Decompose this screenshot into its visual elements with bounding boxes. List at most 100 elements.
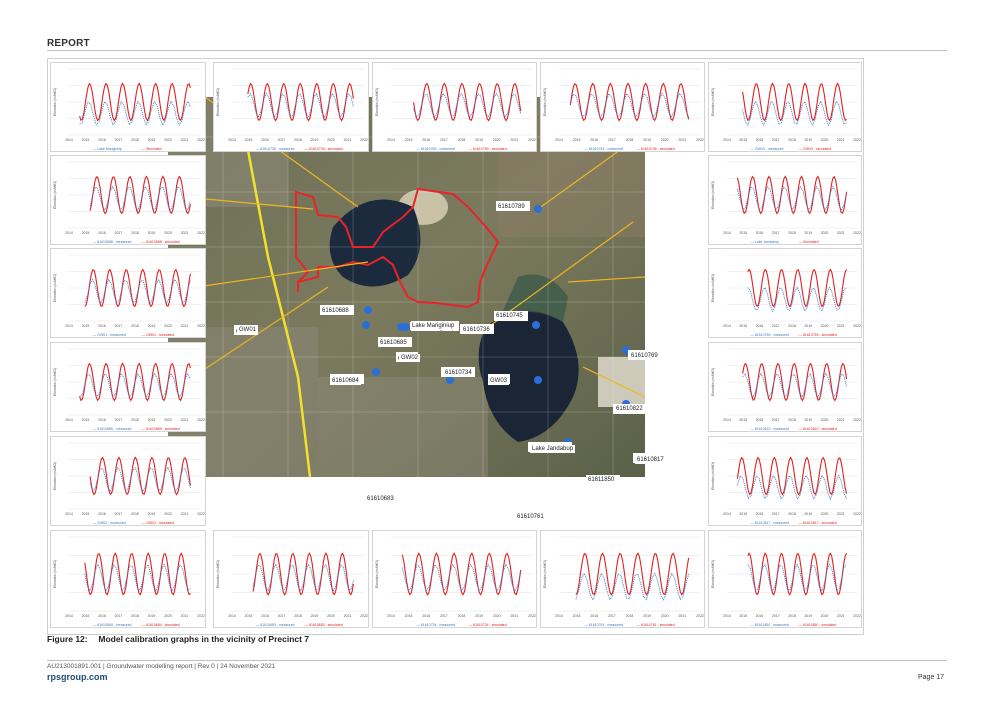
x-tick-label: 2018	[131, 418, 139, 422]
x-tick-label: 2021	[181, 231, 189, 235]
figure-number: Figure 12:	[47, 634, 88, 644]
calibration-graph: Elevation (mAHD) 2014 2015 2016 2017 2018 2019…	[708, 62, 862, 152]
x-tick-label: 2016	[261, 614, 269, 618]
x-tick-label: 2021	[181, 512, 189, 516]
simulated-series	[736, 456, 848, 496]
aerial-map: 61610789 61610688 GW01 Lake Mariginiup 6…	[168, 97, 645, 477]
legend-measured: — 61610761 - measured	[584, 623, 623, 627]
x-tick-label: 2015	[573, 138, 581, 142]
x-tick-label: 2016	[422, 614, 430, 618]
x-tick-label: 2022	[853, 418, 861, 422]
legend-simulated: — 61610745 - simulated	[637, 147, 675, 151]
x-tick-label: 2018	[626, 614, 634, 618]
x-tick-label: 2022	[197, 324, 205, 328]
legend-measured: — 61610684 - measured	[93, 623, 132, 627]
simulated-series	[401, 552, 522, 596]
x-tick-label: 2016	[590, 614, 598, 618]
legend-simulated: — GW03 - simulated	[799, 147, 832, 151]
x-tick-label: 2014	[723, 231, 731, 235]
legend-measured: — 61610789 - measured	[416, 147, 455, 151]
x-tick-label: 2015	[739, 138, 747, 142]
x-tick-label: 2019	[643, 138, 651, 142]
footer-website-link[interactable]: rpsgroup.com	[47, 672, 108, 682]
x-tick-label: 2021	[181, 614, 189, 618]
simulated-series	[84, 552, 191, 596]
x-tick-label: 2018	[131, 231, 139, 235]
x-tick-label: 2021	[181, 138, 189, 142]
x-tick-label: 2014	[65, 138, 73, 142]
x-tick-label: 2022	[197, 231, 205, 235]
measured-series	[89, 185, 191, 212]
x-tick-label: 2021	[837, 614, 845, 618]
x-tick-label: 2014	[723, 614, 731, 618]
x-tick-label: 2021	[510, 138, 518, 142]
x-tick-label: 2021	[837, 512, 845, 516]
simulated-series	[742, 82, 847, 122]
legend-simulated: — 61610685 - simulated	[142, 427, 180, 431]
simulated-series	[569, 82, 690, 122]
x-tick-label: 2015	[82, 138, 90, 142]
x-tick-label: 2020	[661, 138, 669, 142]
x-tick-label: 2015	[739, 512, 747, 516]
x-tick-label: 2019	[148, 512, 156, 516]
x-tick-label: 2020	[164, 231, 172, 235]
x-tick-label: 2018	[131, 138, 139, 142]
legend-measured: — 61610817 - measured	[750, 521, 789, 525]
y-axis-title: Elevation (mAHD)	[53, 368, 57, 396]
measured-series	[247, 92, 354, 119]
x-tick-label: 2014	[555, 138, 563, 142]
map-label-61610734-b: 61610734	[443, 369, 474, 377]
x-tick-label: 2022	[696, 138, 704, 142]
measured-series	[413, 92, 522, 119]
x-tick-label: 2016	[98, 614, 106, 618]
x-tick-label: 2017	[115, 231, 123, 235]
legend-simulated: — 61610684 - simulated	[142, 623, 180, 627]
x-tick-label: 2016	[98, 231, 106, 235]
x-tick-label: 2014	[228, 614, 236, 618]
x-tick-label: 2022	[853, 138, 861, 142]
measured-series	[401, 563, 522, 592]
simulated-series	[736, 175, 848, 215]
map-label-61611850-b: 61611850	[586, 476, 617, 484]
x-tick-label: 2020	[327, 614, 335, 618]
x-tick-label: 2014	[65, 324, 73, 328]
y-axis-title: Elevation (mAHD)	[216, 88, 220, 116]
measured-series	[79, 100, 191, 127]
simulated-series	[247, 82, 354, 122]
x-tick-label: 2016	[98, 512, 106, 516]
x-tick-label: 2017	[608, 614, 616, 618]
legend-measured: — GW03 - measured	[750, 147, 783, 151]
x-tick-label: 2018	[626, 138, 634, 142]
legend-simulated: — 61610761 - simulated	[637, 623, 675, 627]
legend-measured: — 61610685 - measured	[93, 427, 132, 431]
legend-measured: — 61610736 - measured	[256, 147, 295, 151]
y-axis-title: Elevation (mAHD)	[53, 88, 57, 116]
x-tick-label: 2018	[788, 512, 796, 516]
x-tick-label: 2016	[756, 138, 764, 142]
x-tick-label: 2018	[131, 324, 139, 328]
map-label-61610685-b: 61610685	[378, 339, 409, 347]
x-tick-label: 2015	[82, 231, 90, 235]
x-tick-label: 2017	[115, 512, 123, 516]
report-header-label: REPORT	[47, 38, 90, 49]
calibration-graph: Elevation (mAHD) 2014 2015 2016 2017 2018 2019…	[540, 530, 705, 628]
x-tick-label: 2016	[98, 418, 106, 422]
map-label-61610789-b: 61610789	[496, 203, 527, 211]
legend-simulated: — 61610734 - simulated	[469, 623, 507, 627]
x-tick-label: 2019	[148, 418, 156, 422]
x-tick-label: 2014	[228, 138, 236, 142]
simulated-series	[747, 268, 848, 308]
x-tick-label: 2014	[65, 231, 73, 235]
simulated-series	[575, 552, 690, 596]
x-tick-label: 2017	[772, 614, 780, 618]
x-tick-label: 2020	[164, 418, 172, 422]
footer-rule	[47, 660, 947, 661]
x-tick-label: 2017	[115, 324, 123, 328]
map-label-gw01-b: GW01	[237, 326, 259, 334]
y-axis-title: Elevation (mAHD)	[711, 368, 715, 396]
x-tick-label: 2022	[197, 138, 205, 142]
map-label-61610822-b: 61610822	[614, 405, 645, 413]
map-label-61610683-b: 61610683	[365, 495, 396, 503]
legend-simulated: — 61610769 - simulated	[799, 333, 837, 337]
simulated-series	[79, 82, 191, 122]
